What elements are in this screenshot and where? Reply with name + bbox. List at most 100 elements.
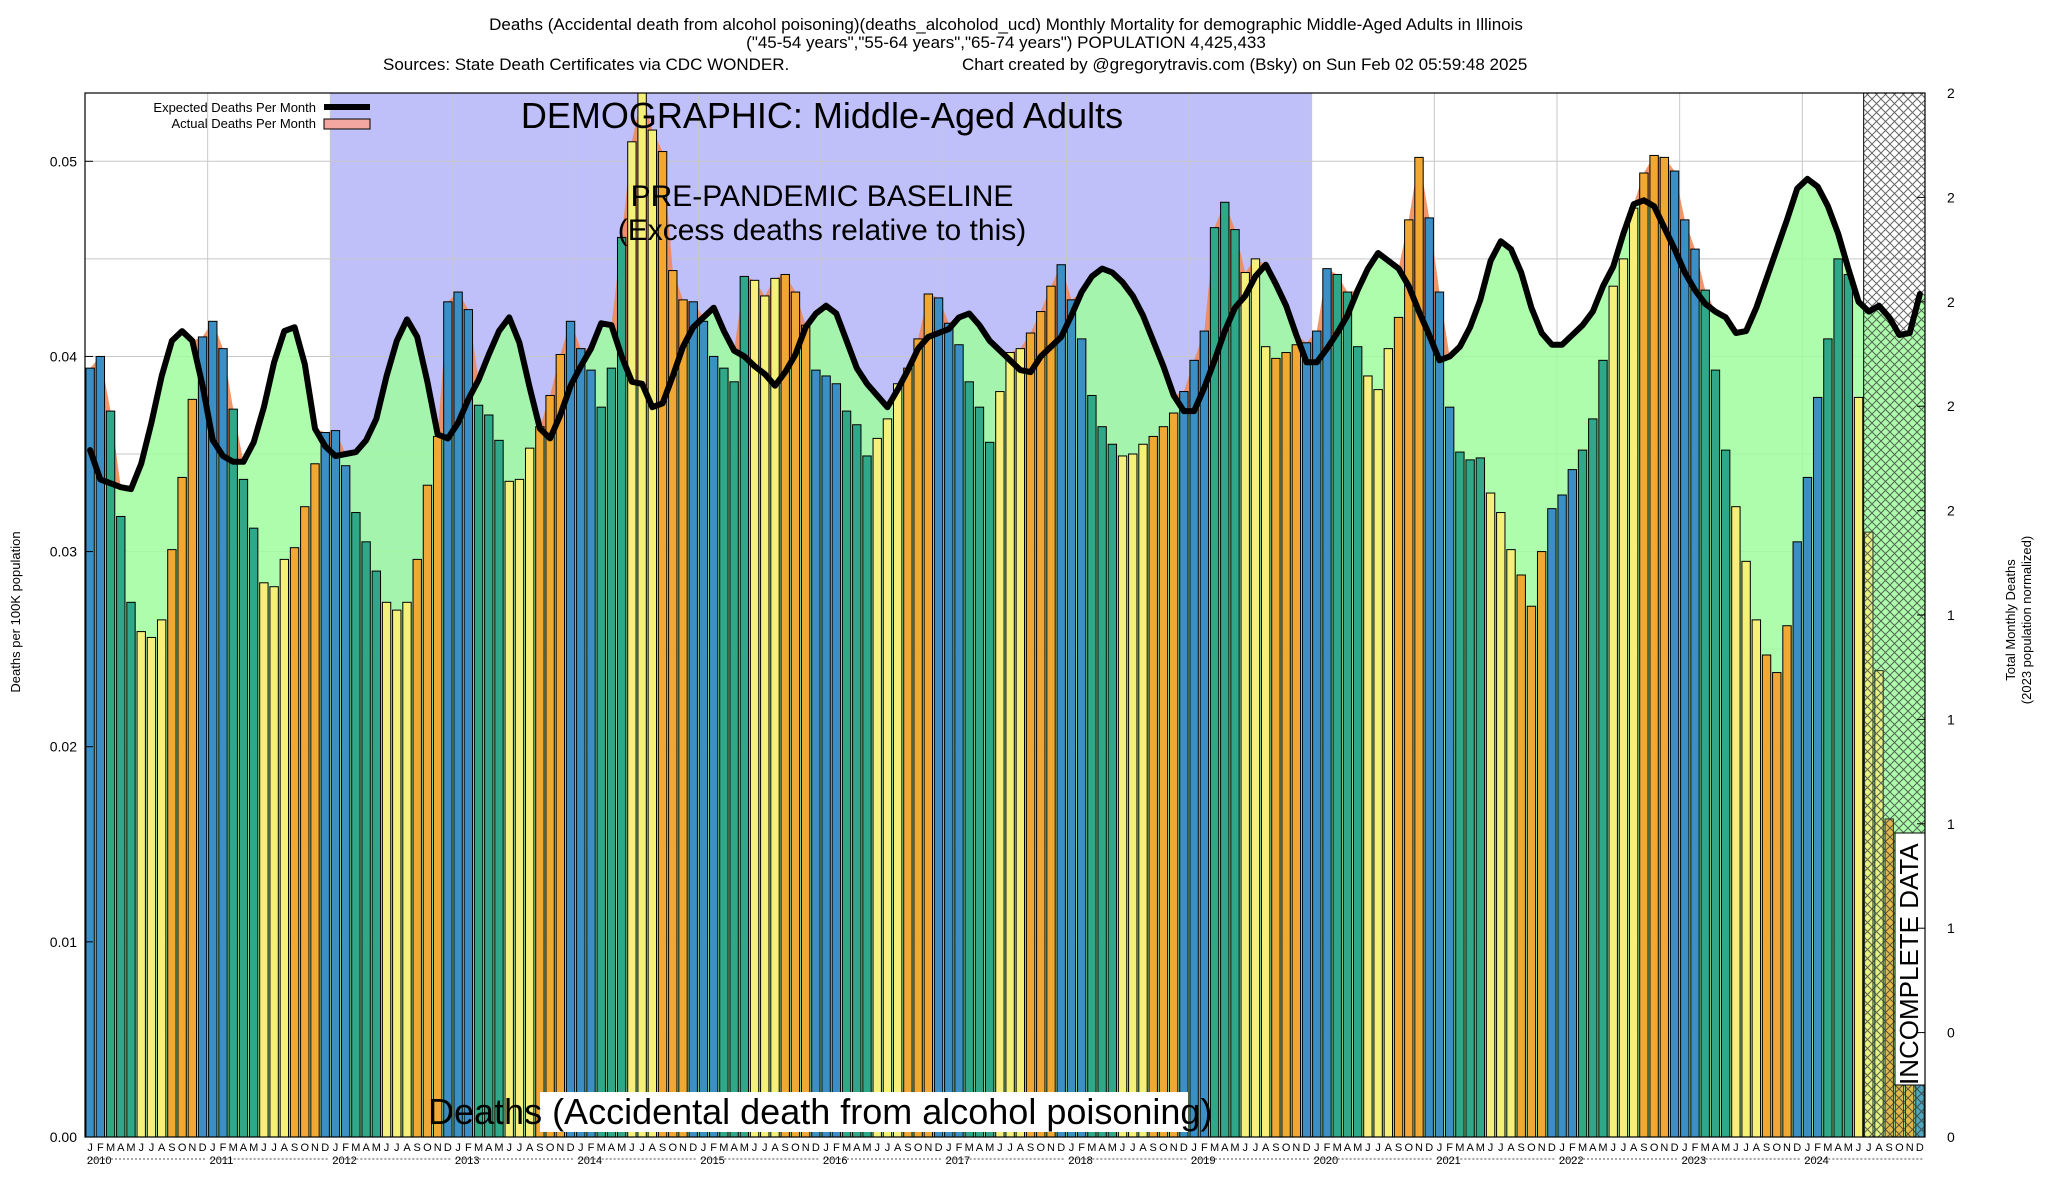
bar — [156, 619, 167, 1138]
y2-tick-label: 0 — [1947, 1025, 1955, 1041]
x-month-label: O — [423, 1142, 432, 1154]
bar — [279, 558, 290, 1138]
bar — [1291, 344, 1302, 1138]
x-month-label: F — [833, 1142, 840, 1154]
x-month-label: A — [1834, 1142, 1842, 1154]
bar — [1649, 154, 1659, 1138]
bar — [606, 367, 617, 1138]
bar — [811, 369, 821, 1138]
bar — [1628, 207, 1639, 1138]
x-month-label: S — [904, 1142, 911, 1154]
bar — [1690, 248, 1700, 1138]
bar — [1455, 451, 1465, 1138]
y2-tick-label: 1 — [1947, 920, 1955, 936]
x-month-label: D — [935, 1142, 943, 1154]
x-month-label: F — [1201, 1142, 1208, 1154]
bar — [1168, 412, 1179, 1138]
bar — [320, 432, 330, 1138]
bar — [1720, 449, 1731, 1138]
x-month-label: J — [752, 1142, 758, 1154]
x-month-label: M — [965, 1142, 974, 1154]
x-month-label: O — [546, 1142, 555, 1154]
x-year-label: 2018 — [1068, 1155, 1092, 1167]
x-year-label: 2015 — [700, 1155, 724, 1167]
x-month-label: M — [126, 1142, 135, 1154]
x-month-label: D — [567, 1142, 575, 1154]
bar — [1015, 348, 1026, 1138]
x-month-label: M — [719, 1142, 728, 1154]
x-month-label: D — [1548, 1142, 1556, 1154]
x-month-label: M — [1230, 1142, 1239, 1154]
x-month-label: O — [1650, 1142, 1659, 1154]
bar — [1148, 435, 1158, 1138]
bar — [105, 410, 116, 1138]
x-month-label: F — [1078, 1142, 1085, 1154]
y-axis-title: Deaths per 100K population — [8, 531, 23, 692]
bar — [1404, 219, 1414, 1138]
bar — [1557, 494, 1567, 1138]
y2-axis-title-line2: (2023 population normalized) — [2019, 536, 2034, 704]
bar — [770, 277, 780, 1138]
bar — [872, 437, 882, 1138]
chart-title-line1: Deaths (Accidental death from alcohol po… — [489, 15, 1523, 34]
bar — [228, 408, 238, 1138]
bar — [678, 299, 688, 1138]
bar — [1128, 453, 1138, 1138]
bar — [1618, 258, 1629, 1138]
x-month-label: A — [1344, 1142, 1352, 1154]
bar — [1117, 455, 1128, 1138]
chart-sources: Sources: State Death Certificates via CD… — [383, 55, 789, 74]
x-month-label: M — [1455, 1142, 1464, 1154]
incomplete-label-box — [1894, 832, 1926, 1086]
x-year-label: 2011 — [210, 1155, 234, 1167]
x-year-label: 2012 — [332, 1155, 356, 1167]
bar — [289, 547, 300, 1138]
x-month-label: M — [1844, 1142, 1853, 1154]
x-month-label: A — [158, 1142, 166, 1154]
bar — [637, 92, 647, 1138]
bar — [330, 430, 341, 1138]
x-month-label: D — [444, 1142, 452, 1154]
x-month-label: A — [649, 1142, 657, 1154]
bar — [340, 465, 351, 1138]
x-month-label: J — [946, 1142, 952, 1154]
x-month-label: F — [97, 1142, 104, 1154]
bar — [1567, 469, 1578, 1138]
x-month-label: A — [485, 1142, 493, 1154]
bar — [913, 338, 923, 1138]
x-month-label: J — [210, 1142, 216, 1154]
bar — [729, 381, 739, 1138]
x-month-label: A — [1098, 1142, 1106, 1154]
bar — [1516, 574, 1526, 1138]
x-month-label: M — [842, 1142, 851, 1154]
x-month-label: A — [526, 1142, 534, 1154]
x-month-label: O — [1772, 1142, 1781, 1154]
chart-credit: Chart created by @gregorytravis.com (Bsk… — [962, 55, 1527, 74]
bar — [698, 320, 709, 1138]
bar — [657, 151, 668, 1138]
bar — [882, 418, 893, 1138]
bar — [1250, 258, 1261, 1138]
bar — [1199, 330, 1210, 1138]
bar — [545, 394, 555, 1138]
bar — [432, 435, 443, 1138]
bar — [187, 398, 198, 1138]
y-tick-label: 0.04 — [50, 348, 77, 364]
bar — [1812, 396, 1823, 1138]
x-month-label: D — [1425, 1142, 1433, 1154]
expected-line-group — [87, 175, 1923, 493]
bar — [1189, 359, 1199, 1138]
y2-tick-label: 1 — [1947, 816, 1955, 832]
bar — [627, 141, 637, 1138]
x-month-label: N — [1906, 1142, 1914, 1154]
bar — [218, 348, 228, 1138]
bar — [1536, 551, 1547, 1138]
x-month-label: J — [1314, 1142, 1320, 1154]
bar — [933, 297, 944, 1138]
bar — [903, 367, 913, 1138]
x-month-label: A — [771, 1142, 779, 1154]
x-month-label: J — [885, 1142, 891, 1154]
x-month-label: S — [536, 1142, 543, 1154]
x-year-label: 2016 — [823, 1155, 847, 1167]
x-month-label: N — [188, 1142, 196, 1154]
